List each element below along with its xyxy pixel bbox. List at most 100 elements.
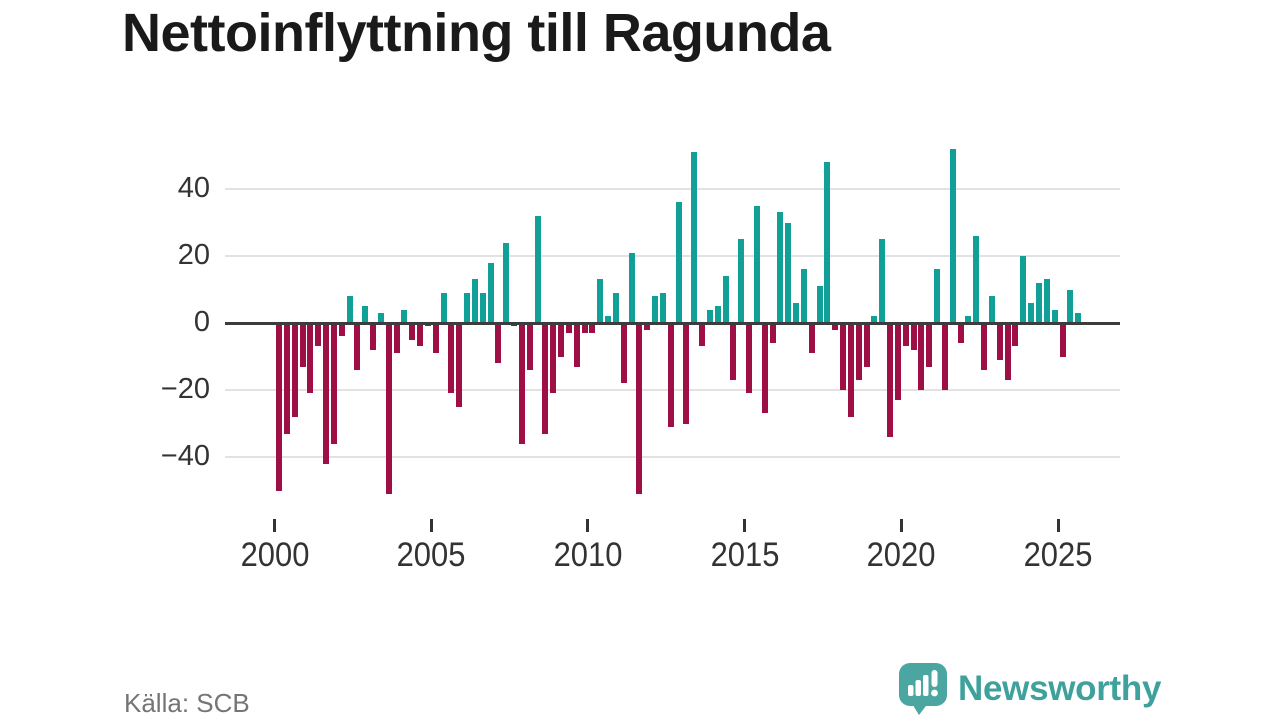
bar-2003-q4 <box>393 323 400 354</box>
bar-2014-q2 <box>722 276 729 323</box>
x-axis-label-2025: 2025 <box>1023 536 1093 574</box>
source-note: Källa: SCB <box>124 688 250 718</box>
bar-2004-q4 <box>424 323 431 327</box>
newsworthy-logo-icon <box>899 663 947 715</box>
bar-2002-q1 <box>338 323 345 337</box>
bar-2007-q1 <box>495 323 502 364</box>
bar-2012-q1 <box>652 296 659 323</box>
bar-2004-q2 <box>409 323 416 340</box>
gridline-20 <box>225 255 1120 257</box>
bar-2020-q1 <box>902 323 909 347</box>
bar-2006-q4 <box>487 262 494 323</box>
bar-2018-q3 <box>855 323 862 380</box>
x-axis-tick-2005 <box>429 519 433 532</box>
bar-2006-q2 <box>471 279 478 323</box>
bar-2006-q1 <box>464 292 471 323</box>
bar-2010-q4 <box>612 292 619 323</box>
bar-2023-q2 <box>1004 323 1011 380</box>
bar-2016-q1 <box>777 212 784 323</box>
bar-2009-q4 <box>581 323 588 334</box>
bar-2005-q3 <box>448 323 455 394</box>
bar-2001-q2 <box>315 323 322 347</box>
bar-2023-q3 <box>1012 323 1019 347</box>
bar-2012-q3 <box>667 323 674 427</box>
y-axis-label-40: 40 <box>177 172 210 204</box>
bar-2014-q4 <box>738 239 745 323</box>
y-axis: 40 20 0 −20 −40 <box>0 145 210 535</box>
bar-2008-q2 <box>534 215 541 323</box>
bar-2024-q3 <box>1043 279 1050 323</box>
zero-line <box>225 321 1120 325</box>
bar-2002-q2 <box>346 296 353 323</box>
bar-2000-q1 <box>276 323 282 491</box>
x-axis-tick-2010 <box>586 519 590 532</box>
bar-2019-q1 <box>871 316 878 323</box>
bar-2001-q3 <box>323 323 329 464</box>
bar-2024-q4 <box>1051 309 1058 323</box>
bar-2015-q1 <box>746 323 753 394</box>
bar-2019-q3 <box>887 323 894 437</box>
y-axis-label-20: 20 <box>177 239 210 271</box>
bar-2004-q3 <box>417 323 424 347</box>
bar-2011-q4 <box>644 323 651 330</box>
bar-2001-q4 <box>330 323 337 444</box>
bar-2003-q3 <box>385 323 392 494</box>
bar-2016-q2 <box>785 222 792 323</box>
x-axis-tick-2000 <box>273 519 276 532</box>
bar-2019-q4 <box>894 323 901 401</box>
bar-2015-q3 <box>761 323 768 414</box>
bar-2005-q1 <box>432 323 439 354</box>
bar-2016-q3 <box>793 302 800 323</box>
bar-2008-q3 <box>542 323 549 434</box>
y-axis-label--20: −20 <box>160 373 210 405</box>
bar-2022-q2 <box>973 235 980 323</box>
x-axis-label-2000: 2000 <box>240 536 309 574</box>
bar-2006-q3 <box>479 292 486 323</box>
bar-2014-q1 <box>714 306 721 323</box>
bar-2003-q2 <box>377 312 384 323</box>
bar-2021-q2 <box>941 323 948 390</box>
bar-2024-q1 <box>1028 302 1035 323</box>
bar-2012-q4 <box>675 202 682 323</box>
bar-2015-q4 <box>769 323 776 344</box>
y-axis-label-0: 0 <box>193 306 210 338</box>
bar-2020-q2 <box>910 323 917 350</box>
bar-2022-q4 <box>988 296 995 323</box>
bar-2017-q1 <box>808 323 815 354</box>
bar-2010-q2 <box>597 279 604 323</box>
bar-2018-q4 <box>863 323 870 367</box>
bar-2021-q4 <box>957 323 964 344</box>
x-axis-label-2005: 2005 <box>396 536 466 574</box>
bar-2008-q4 <box>550 323 557 394</box>
bar-2011-q2 <box>628 252 635 323</box>
bar-2015-q2 <box>753 205 760 323</box>
bar-2013-q4 <box>706 309 713 323</box>
bar-2022-q3 <box>981 323 988 370</box>
bar-2009-q2 <box>565 323 572 334</box>
bar-2009-q3 <box>573 323 580 367</box>
bar-2010-q1 <box>589 323 596 334</box>
bar-2013-q3 <box>699 323 706 347</box>
bar-2005-q4 <box>456 323 463 407</box>
y-axis-label--40: −40 <box>160 440 210 472</box>
bar-2016-q4 <box>800 269 807 323</box>
bar-2023-q4 <box>1020 256 1027 323</box>
bar-2017-q4 <box>832 323 839 330</box>
bar-2013-q2 <box>691 152 698 323</box>
x-axis-label-2020: 2020 <box>866 536 936 574</box>
bar-2007-q2 <box>503 242 510 323</box>
newsworthy-logo-text: Newsworthy <box>958 669 1162 708</box>
bar-2000-q2 <box>283 323 290 434</box>
bar-2002-q4 <box>362 306 369 323</box>
bar-2011-q1 <box>620 323 627 384</box>
bar-2024-q2 <box>1035 282 1042 323</box>
newsworthy-logo: Newsworthy <box>898 662 1161 716</box>
bar-2023-q1 <box>996 323 1003 360</box>
bar-2019-q2 <box>879 239 886 323</box>
x-axis-tick-2015 <box>743 519 747 532</box>
bar-2002-q3 <box>354 323 361 370</box>
bar-2011-q3 <box>636 323 643 494</box>
bar-2008-q1 <box>526 323 533 370</box>
bar-2003-q1 <box>370 323 377 350</box>
